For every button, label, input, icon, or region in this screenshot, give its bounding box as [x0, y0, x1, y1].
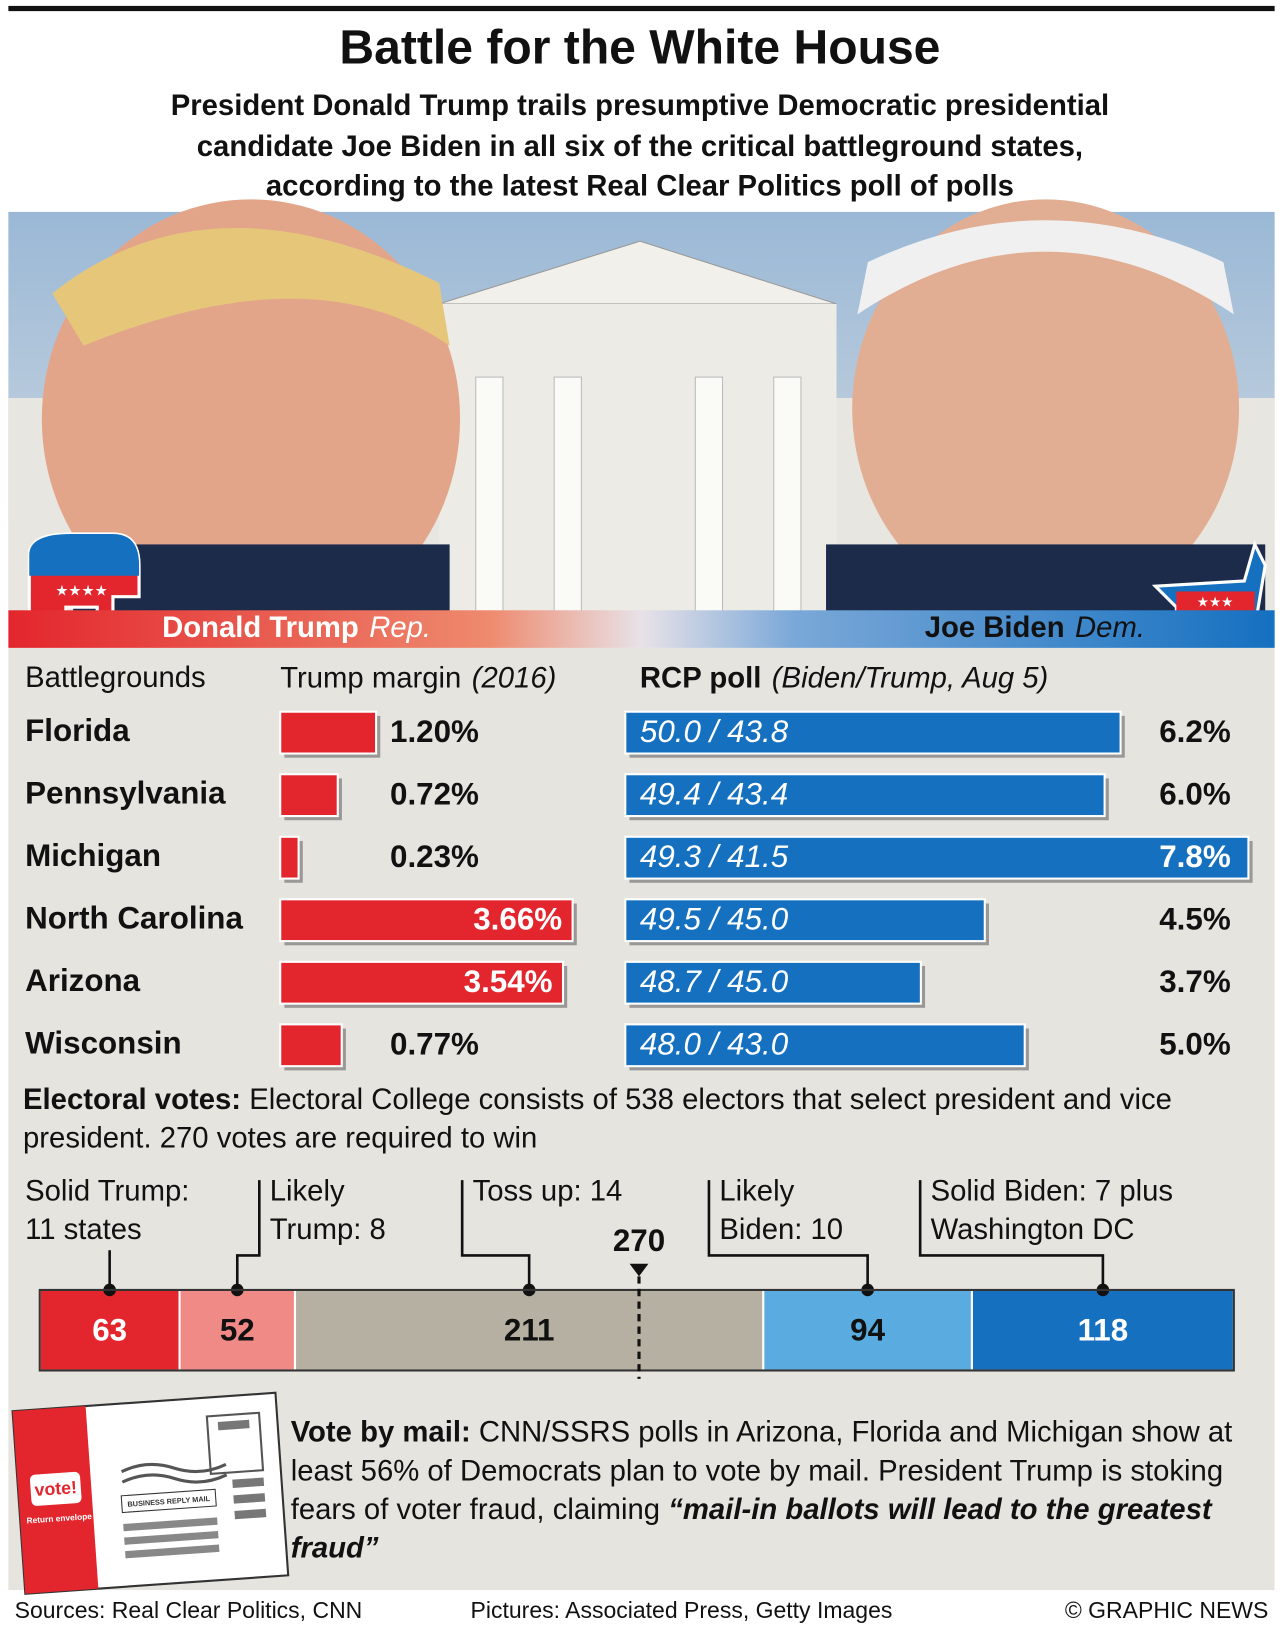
category-label: Toss up: 14 — [473, 1175, 623, 1207]
category-label: Trump: 8 — [270, 1214, 386, 1246]
subtitle: President Donald Trump trails presumptiv… — [171, 90, 1109, 122]
vote-by-mail-lead: Vote by mail: — [290, 1415, 471, 1448]
electoral-chart: 63 Solid Trump: 11 states 52 Likely Trump: 8 2… — [25, 1175, 1235, 1379]
value-label: 3.7% — [1159, 964, 1231, 999]
bar — [624, 835, 1250, 880]
segment-label: 52 — [220, 1313, 255, 1348]
subtitle: candidate Joe Biden in all six of the cr… — [197, 131, 1083, 163]
name-bar — [8, 610, 1275, 648]
poll-label: 49.4 / 43.4 — [640, 776, 788, 811]
segment-label: 118 — [1078, 1313, 1129, 1348]
top-rule — [8, 5, 1275, 12]
poll-label: 48.0 / 43.0 — [640, 1027, 789, 1062]
connector — [707, 1180, 869, 1290]
connector — [918, 1180, 1105, 1290]
candidate-label: Donald Trump Rep. — [162, 612, 431, 644]
value-label: 0.72% — [390, 776, 479, 811]
footer-sources: Sources: Real Clear Politics, CNN — [15, 1597, 363, 1623]
bar — [279, 898, 574, 943]
category-label: Solid Trump: — [25, 1175, 189, 1207]
threshold-arrow — [629, 1263, 649, 1277]
subtitle: according to the latest Real Clear Polit… — [266, 171, 1014, 203]
svg-text:★★★★: ★★★★ — [55, 583, 107, 599]
envelope-stamp: vote! — [34, 1477, 78, 1500]
electoral-paragraph: Electoral votes: Electoral College consi… — [23, 1080, 1267, 1157]
value-label: 7.8% — [1159, 839, 1231, 874]
state-label: Pennsylvania — [25, 775, 226, 810]
electoral-text: Electoral votes: Electoral College consi… — [23, 1080, 1267, 1157]
bar — [279, 1023, 343, 1068]
column-header: RCP poll (Biden/Trump, Aug 5) — [640, 662, 1048, 694]
threshold-label: 270 — [613, 1223, 665, 1258]
candidate-label: Joe Biden Dem. — [925, 612, 1145, 644]
category-label: Biden: 10 — [719, 1214, 843, 1246]
vote-by-mail-text: CNN/SSRS polls in Arizona, Florida and M… — [290, 1415, 1233, 1526]
category-label: 11 states — [25, 1214, 142, 1246]
value-label: 6.2% — [1159, 714, 1231, 749]
column-header: Trump margin (2016) — [280, 662, 556, 694]
poll-label: 49.5 / 45.0 — [640, 902, 789, 937]
connector — [235, 1180, 261, 1290]
state-label: Michigan — [25, 838, 161, 873]
category-label: Likely — [719, 1175, 794, 1207]
bar — [624, 960, 922, 1005]
poll-label: 50.0 / 43.8 — [640, 714, 789, 749]
state-label: North Carolina — [25, 900, 243, 935]
column-header: Battlegrounds — [25, 662, 206, 694]
bar — [624, 1023, 1026, 1068]
title: Battle for the White House — [339, 21, 940, 75]
value-label: 1.20% — [390, 714, 479, 749]
bar — [624, 773, 1106, 818]
category-label: Washington DC — [931, 1214, 1135, 1246]
bar — [279, 773, 339, 818]
segment-label: 94 — [850, 1313, 885, 1348]
state-label: Florida — [25, 713, 130, 748]
value-label: 0.77% — [390, 1027, 479, 1062]
value-label: 4.5% — [1159, 902, 1231, 937]
segment-label: 63 — [92, 1313, 127, 1348]
footer-credit: © GRAPHIC NEWS — [1065, 1597, 1269, 1623]
category-label: Likely — [270, 1175, 345, 1207]
segment — [762, 1288, 973, 1372]
vote-by-mail-quote: “mail-in ballots will lead to the greate… — [290, 1492, 1212, 1564]
photo: ★★★★ ★★★ — [8, 199, 1275, 639]
bar — [279, 960, 565, 1005]
footer-pictures: Pictures: Associated Press, Getty Images — [471, 1597, 893, 1623]
bar-outline — [38, 1288, 1235, 1372]
state-label: Arizona — [25, 963, 141, 998]
poll-label: 49.3 / 41.5 — [640, 839, 789, 874]
bar — [279, 710, 378, 755]
segment — [293, 1288, 765, 1372]
segment-label: 211 — [504, 1313, 555, 1348]
category-label: Solid Biden: 7 plus — [931, 1175, 1173, 1207]
value-label: 3.66% — [473, 902, 562, 937]
envelope-note: Return envelope — [26, 1511, 92, 1526]
bar — [279, 835, 300, 880]
connector — [460, 1180, 531, 1290]
value-label: 0.23% — [390, 839, 479, 874]
vote-by-mail: Vote by mail: CNN/SSRS polls in Arizona,… — [291, 1412, 1263, 1567]
poll-label: 48.7 / 45.0 — [640, 964, 789, 999]
envelope: vote! Return envelope BUSINESS REPLY MAI… — [11, 1391, 290, 1595]
value-label: 3.54% — [464, 964, 553, 999]
segment — [970, 1288, 1235, 1372]
state-label: Wisconsin — [25, 1026, 182, 1061]
value-label: 5.0% — [1159, 1027, 1231, 1062]
bar — [624, 710, 1122, 755]
vote-by-mail-paragraph: Vote by mail: CNN/SSRS polls in Arizona,… — [291, 1412, 1263, 1567]
bar — [624, 898, 986, 943]
electoral-description: Electoral College consists of 538 electo… — [23, 1082, 1172, 1155]
electoral-title: Electoral votes: — [23, 1082, 242, 1116]
svg-text:★★★: ★★★ — [1197, 595, 1234, 610]
value-label: 6.0% — [1159, 776, 1231, 811]
battleground-bars: Florida 1.20% Pennsylvania 0.72% Michigan 0.2… — [25, 710, 1253, 1071]
